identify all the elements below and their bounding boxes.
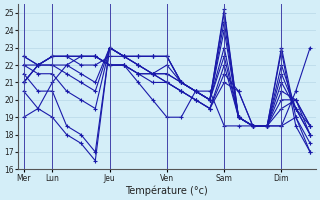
X-axis label: Température (°c): Température (°c) [125, 185, 208, 196]
